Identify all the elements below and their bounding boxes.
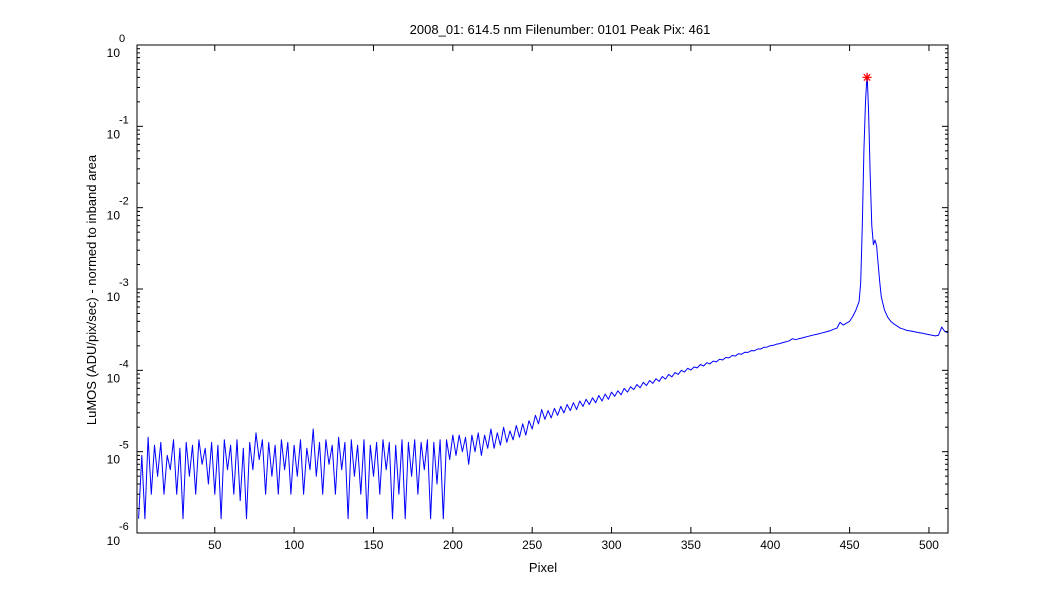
y-tick-label-exponent: -1: [119, 114, 129, 126]
y-tick-label: 10: [107, 127, 121, 141]
x-tick-label: 450: [840, 538, 860, 552]
peak-marker: [862, 72, 872, 82]
x-axis-ticks: 50 100 150 200 250 300 350 400 450 500: [208, 45, 939, 552]
y-tick-label: 10: [107, 371, 121, 385]
x-axis-label: Pixel: [529, 560, 557, 575]
y-tick-label-exponent: -5: [119, 440, 129, 452]
y-tick-label: 10: [107, 46, 121, 60]
x-tick-label: 250: [522, 538, 542, 552]
y-tick-label-exponent: -6: [119, 521, 129, 533]
x-tick-label: 500: [919, 538, 939, 552]
x-tick-label: 50: [208, 538, 222, 552]
x-tick-label: 400: [760, 538, 780, 552]
y-tick-label: 10: [107, 534, 121, 548]
series-layer: [138, 72, 949, 520]
chart-title: 2008_01: 614.5 nm Filenumber: 0101 Peak …: [410, 22, 711, 37]
y-axis-label: LuMOS (ADU/pix/sec) - normed to inband a…: [84, 154, 99, 425]
y-tick-label-exponent: -2: [119, 196, 129, 208]
x-tick-label: 150: [363, 538, 383, 552]
y-tick-label: 10: [107, 209, 121, 223]
marker-layer: [862, 72, 872, 82]
plot-area: [137, 45, 948, 533]
x-tick-label: 300: [602, 538, 622, 552]
y-tick-label-exponent: -4: [119, 358, 129, 370]
y-tick-label-exponent: -3: [119, 277, 129, 289]
spectrum-line: [138, 72, 949, 520]
x-tick-label: 100: [284, 538, 304, 552]
y-tick-label: 10: [107, 290, 121, 304]
peak-marker-stroke: [863, 73, 871, 81]
y-tick-label-exponent: 0: [119, 33, 125, 45]
y-tick-label: 10: [107, 453, 121, 467]
x-tick-label: 350: [681, 538, 701, 552]
x-tick-label: 200: [443, 538, 463, 552]
